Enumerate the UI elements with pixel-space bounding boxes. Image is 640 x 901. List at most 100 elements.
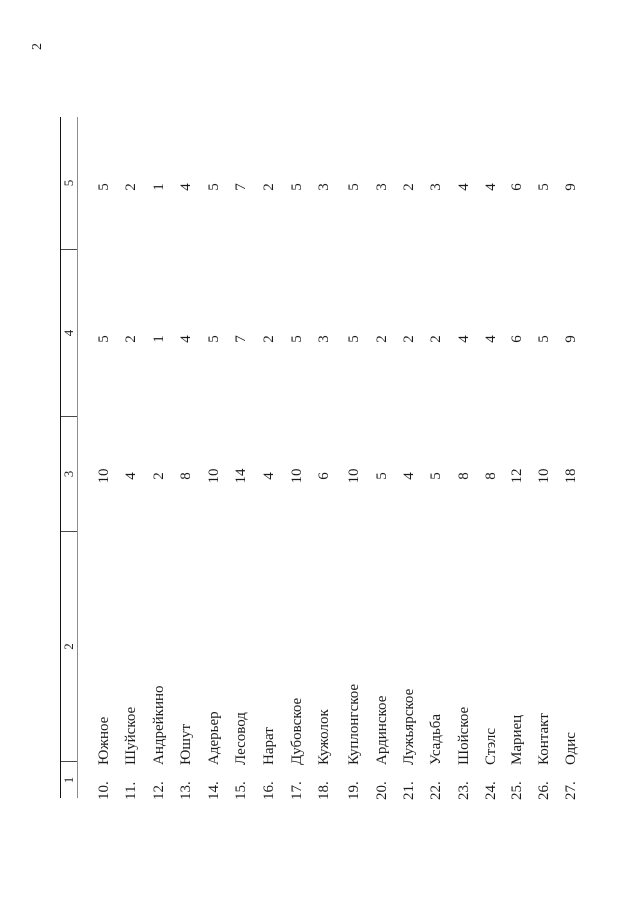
table-row: 11. Шуйское 4 2 2 [122,0,141,901]
row-value-col4: 2 [428,335,444,343]
row-value-col5: 1 [151,183,167,191]
row-name: Лесовод [233,712,249,765]
row-number: 19. [346,781,362,800]
header-cell-2: 2 [61,532,77,762]
row-number: 15. [233,781,249,800]
row-value-col5: 3 [316,183,332,191]
row-value-col3: 4 [261,472,277,480]
row-value-col4: 4 [178,335,194,343]
row-value-col5: 2 [401,183,417,191]
row-name: Дубовское [289,697,305,765]
row-number: 18. [316,781,332,800]
row-value-col3: 6 [316,472,332,480]
row-name: Нарат [261,727,277,765]
header-cell-5: 5 [61,117,77,250]
table-row: 19. Куплонгское 10 5 5 [345,0,364,901]
row-name: Мариец [509,714,525,765]
row-value-col4: 5 [206,335,222,343]
row-name: Адерьер [206,711,222,765]
row-value-col4: 2 [401,335,417,343]
row-value-col4: 5 [536,335,552,343]
row-value-col5: 6 [509,183,525,191]
table-row: 20. Ардинское 5 2 3 [373,0,392,901]
row-value-col5: 3 [374,183,390,191]
row-value-col3: 4 [123,472,139,480]
row-name: Стэлс [483,727,499,765]
row-value-col5: 3 [428,183,444,191]
row-value-col3: 8 [178,472,194,480]
header-cell-4: 4 [61,250,77,417]
row-name: Контакт [536,713,552,765]
row-value-col3: 10 [289,468,305,484]
row-value-col4: 2 [261,335,277,343]
row-value-col4: 2 [123,335,139,343]
table-row: 14. Адерьер 10 5 5 [205,0,224,901]
table-row: 27. Одис 18 9 9 [562,0,581,901]
table-row: 21. Лужьярское 4 2 2 [400,0,419,901]
row-value-col4: 9 [563,335,579,343]
row-name: Усадьба [428,713,444,765]
row-number: 16. [261,781,277,800]
header-cell-3: 3 [61,417,77,532]
table-row: 18. Кужолок 6 3 3 [315,0,334,901]
table-row: 16. Нарат 4 2 2 [260,0,279,901]
row-name: Шойское [456,706,472,765]
row-value-col3: 4 [401,472,417,480]
row-value-col3: 8 [483,472,499,480]
row-value-col4: 5 [96,335,112,343]
table-row: 22. Усадьба 5 2 3 [427,0,446,901]
table-row: 25. Мариец 12 6 6 [508,0,527,901]
row-name: Ардинское [374,695,390,765]
row-value-col4: 3 [316,335,332,343]
row-value-col4: 1 [151,335,167,343]
row-value-col5: 5 [96,183,112,191]
row-name: Андрейкино [151,685,167,765]
page-number: 2 [30,43,45,50]
row-value-col3: 8 [456,472,472,480]
row-number: 27. [563,781,579,800]
row-value-col3: 10 [206,468,222,484]
row-value-col5: 5 [536,183,552,191]
row-name: Юшут [178,723,194,765]
row-number: 24. [483,781,499,800]
table-row: 15. Лесовод 14 7 7 [232,0,251,901]
row-value-col5: 5 [289,183,305,191]
row-number: 21. [401,781,417,800]
row-value-col4: 7 [233,335,249,343]
table-row: 17. Дубовское 10 5 5 [288,0,307,901]
row-number: 13. [178,781,194,800]
row-value-col3: 18 [563,468,579,484]
row-value-col3: 14 [233,468,249,484]
row-value-col4: 5 [346,335,362,343]
row-number: 25. [509,781,525,800]
row-name: Куплонгское [346,683,362,765]
row-value-col5: 5 [206,183,222,191]
row-value-col4: 2 [374,335,390,343]
row-number: 17. [289,781,305,800]
row-value-col4: 6 [509,335,525,343]
row-name: Шуйское [123,706,139,765]
row-value-col5: 4 [456,183,472,191]
row-number: 14. [206,781,222,800]
row-value-col4: 4 [456,335,472,343]
row-value-col5: 2 [261,183,277,191]
table-row: 24. Стэлс 8 4 4 [482,0,501,901]
row-name: Кужолок [316,709,332,765]
row-number: 20. [374,781,390,800]
row-number: 11. [123,781,139,800]
row-value-col4: 4 [483,335,499,343]
row-value-col5: 4 [178,183,194,191]
row-name: Одис [563,732,579,765]
row-number: 12. [151,781,167,800]
row-value-col5: 4 [483,183,499,191]
row-number: 10. [96,781,112,800]
row-value-col4: 5 [289,335,305,343]
table-row: 26. Контакт 10 5 5 [535,0,554,901]
table-row: 10. Южное 10 5 5 [95,0,114,901]
row-value-col3: 5 [428,472,444,480]
row-value-col5: 5 [346,183,362,191]
table-row: 12. Андрейкино 2 1 1 [150,0,169,901]
row-value-col3: 10 [536,468,552,484]
table-row: 23. Шойское 8 4 4 [455,0,474,901]
